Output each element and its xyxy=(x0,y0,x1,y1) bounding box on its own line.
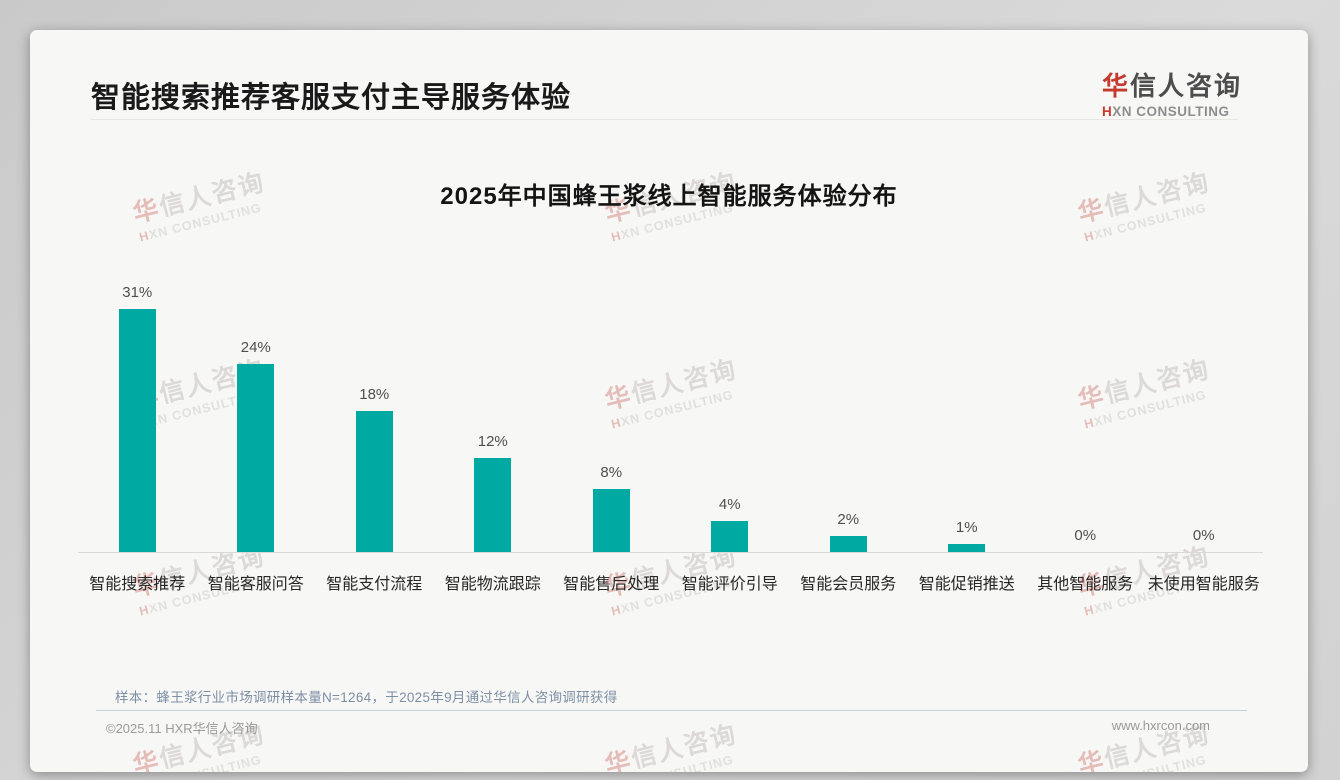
bar-chart: 31% 24% 18% 12% 8% 4% 2% 1% 0% 0% 智能搜索推荐 智能客服问答 智能支… xyxy=(78,282,1263,594)
category-label: 未使用智能服务 xyxy=(1147,576,1260,593)
brand-logo-en-rest: XN CONSULTING xyxy=(1112,104,1230,119)
value-label: 0% xyxy=(1074,527,1097,544)
brand-logo-first-char: 华 xyxy=(1101,71,1130,101)
bar-column: 18% xyxy=(315,385,434,552)
category-label: 其他智能服务 xyxy=(1037,576,1134,593)
bar-column: 31% xyxy=(78,283,197,552)
category-label: 智能物流跟踪 xyxy=(444,576,541,593)
value-label: 24% xyxy=(240,339,271,356)
chart-title: 2025年中国蜂王浆线上智能服务体验分布 xyxy=(440,183,898,210)
bar-column: 24% xyxy=(197,338,316,552)
bar xyxy=(948,544,986,552)
bar-column: 0% xyxy=(1026,526,1145,552)
bar xyxy=(474,458,512,552)
bar xyxy=(118,309,156,552)
bar-column: 1% xyxy=(908,518,1027,552)
footer: ©2025.11 HXR华信人咨询 www.hxrcon.com xyxy=(106,718,1210,737)
value-label: 2% xyxy=(837,511,860,528)
category-label: 智能促销推送 xyxy=(918,576,1015,593)
value-label: 4% xyxy=(718,496,741,513)
website-url: www.hxrcon.com xyxy=(1111,718,1210,733)
value-label: 1% xyxy=(955,519,978,536)
category-label: 智能客服问答 xyxy=(207,576,304,593)
category-label: 智能评价引导 xyxy=(681,576,778,593)
bar xyxy=(592,489,630,552)
brand-logo: 华信人咨询 HXN CONSULTING xyxy=(1102,66,1242,119)
brand-logo-rest-chars: 信人咨询 xyxy=(1129,71,1242,101)
chart-category-axis: 智能搜索推荐 智能客服问答 智能支付流程 智能物流跟踪 智能售后处理 智能评价引导 智能会员… xyxy=(78,570,1263,594)
footer-divider xyxy=(96,710,1247,711)
brand-logo-english: HXN CONSULTING xyxy=(1102,104,1242,119)
bar-column: 4% xyxy=(671,495,790,552)
bar-column: 12% xyxy=(434,432,553,552)
value-label: 18% xyxy=(359,386,390,403)
chart-plot-area: 31% 24% 18% 12% 8% 4% 2% 1% 0% 0% xyxy=(78,282,1263,553)
bar xyxy=(711,521,749,552)
bar-column: 0% xyxy=(1145,526,1264,552)
value-label: 0% xyxy=(1192,527,1215,544)
value-label: 31% xyxy=(122,284,153,301)
brand-logo-chinese: 华信人咨询 xyxy=(1102,66,1242,103)
sample-note: 样本：蜂王浆行业市场调研样本量N=1264，于2025年9月通过华信人咨询调研获… xyxy=(115,690,618,705)
slide-content: 智能搜索推荐客服支付主导服务体验 华信人咨询 HXN CONSULTING 20… xyxy=(30,30,1308,772)
category-label: 智能搜索推荐 xyxy=(89,576,186,593)
page-title: 智能搜索推荐客服支付主导服务体验 xyxy=(91,82,572,114)
value-label: 12% xyxy=(477,433,508,450)
bar xyxy=(237,364,275,552)
header-divider xyxy=(91,119,1238,120)
bar-column: 8% xyxy=(552,463,671,552)
category-label: 智能会员服务 xyxy=(800,576,897,593)
copyright-text: ©2025.11 HXR华信人咨询 xyxy=(106,721,258,736)
category-label: 智能支付流程 xyxy=(326,576,423,593)
bar xyxy=(355,411,393,552)
brand-logo-en-first: H xyxy=(1101,104,1113,119)
bar xyxy=(829,536,867,552)
value-label: 8% xyxy=(600,464,623,481)
category-label: 智能售后处理 xyxy=(563,576,660,593)
bar-column: 2% xyxy=(789,510,908,552)
report-card: 华信人咨询 HXN CONSULTING 华信人咨询 HXN CONSULTING 华信… xyxy=(30,30,1308,772)
